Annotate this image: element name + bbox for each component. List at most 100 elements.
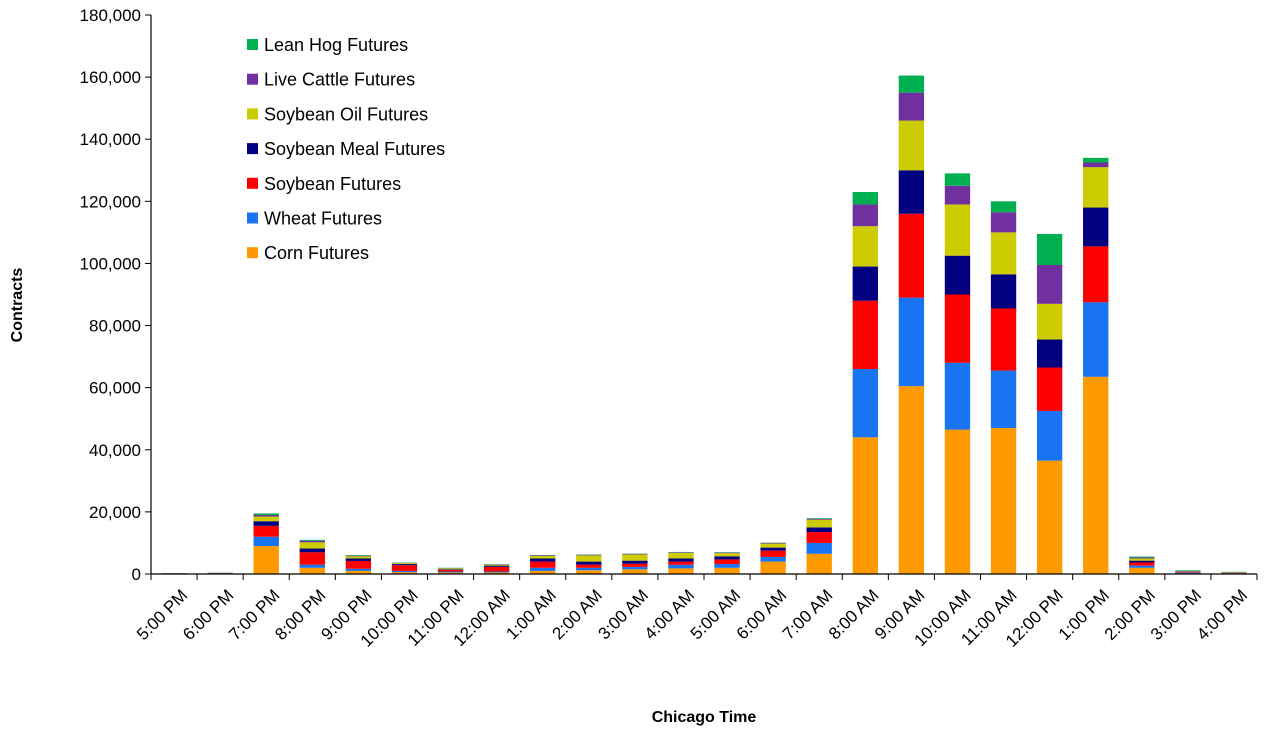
bar-soybean-oil-futures-12-00-pm bbox=[1036, 303, 1063, 340]
bar-wheat-futures-9-00-pm bbox=[345, 568, 372, 571]
bar-corn-futures-4-00-am bbox=[668, 568, 694, 574]
bar-corn-futures-10-00-am bbox=[944, 429, 971, 574]
bar-soybean-futures-2-00-pm bbox=[1129, 562, 1155, 566]
bar-live-cattle-futures-5-00-am bbox=[714, 552, 740, 554]
bar-soybean-oil-futures-7-00-am bbox=[806, 519, 832, 528]
bar-corn-futures-8-00-am bbox=[852, 437, 878, 574]
bar-soybean-futures-6-00-am bbox=[760, 550, 786, 557]
bar-lean-hog-futures-3-00-pm bbox=[1175, 570, 1201, 571]
bar-soybean-futures-8-00-pm bbox=[299, 552, 325, 565]
y-tick-label: 20,000 bbox=[89, 503, 141, 522]
bar-soybean-oil-futures-3-00-am bbox=[622, 554, 648, 561]
bar-live-cattle-futures-7-00-pm bbox=[253, 514, 279, 517]
bar-lean-hog-futures-7-00-pm bbox=[253, 513, 279, 515]
bar-soybean-oil-futures-9-00-pm bbox=[345, 556, 372, 559]
bar-soybean-meal-futures-7-00-am bbox=[806, 527, 832, 533]
bar-soybean-oil-futures-12-00-am bbox=[483, 564, 510, 566]
x-tick-label: 6:00 AM bbox=[733, 586, 791, 644]
bar-corn-futures-1-00-am bbox=[530, 570, 556, 574]
bar-live-cattle-futures-12-00-pm bbox=[1036, 265, 1063, 304]
bar-corn-futures-7-00-am bbox=[806, 553, 832, 574]
bar-soybean-meal-futures-5-00-am bbox=[714, 556, 740, 560]
legend-label: Live Cattle Futures bbox=[264, 70, 415, 90]
bar-corn-futures-3-00-am bbox=[622, 569, 648, 574]
bar-soybean-futures-7-00-pm bbox=[253, 525, 279, 537]
bar-live-cattle-futures-1-00-pm bbox=[1083, 162, 1109, 168]
bar-soybean-oil-futures-5-00-am bbox=[714, 553, 740, 557]
bar-lean-hog-futures-9-00-pm bbox=[345, 555, 372, 556]
bar-live-cattle-futures-3-00-pm bbox=[1175, 570, 1201, 572]
bar-soybean-futures-7-00-am bbox=[806, 532, 832, 543]
legend-swatch bbox=[247, 108, 258, 120]
y-tick-label: 160,000 bbox=[80, 68, 141, 87]
x-axis-title: Chicago Time bbox=[652, 709, 757, 726]
bar-soybean-meal-futures-11-00-pm bbox=[437, 569, 464, 570]
bar-corn-futures-12-00-pm bbox=[1036, 460, 1063, 574]
x-tick-label: 8:00 AM bbox=[825, 586, 883, 644]
bar-lean-hog-futures-9-00-am bbox=[898, 75, 925, 93]
bar-soybean-meal-futures-1-00-pm bbox=[1083, 207, 1109, 247]
bar-wheat-futures-12-00-am bbox=[483, 571, 510, 573]
bar-soybean-meal-futures-12-00-am bbox=[483, 565, 510, 567]
bar-wheat-futures-8-00-pm bbox=[299, 564, 325, 568]
bar-corn-futures-7-00-pm bbox=[253, 546, 279, 574]
bar-wheat-futures-7-00-am bbox=[806, 542, 832, 554]
bar-corn-futures-2-00-am bbox=[576, 570, 602, 574]
bar-wheat-futures-4-00-am bbox=[668, 564, 694, 569]
y-tick-label: 40,000 bbox=[89, 441, 141, 460]
bar-soybean-futures-11-00-pm bbox=[437, 569, 464, 572]
bar-soybean-futures-3-00-am bbox=[622, 563, 648, 567]
x-tick-label: 2:00 AM bbox=[548, 586, 606, 644]
legend-label: Lean Hog Futures bbox=[264, 35, 408, 55]
bar-soybean-oil-futures-11-00-am bbox=[990, 232, 1017, 275]
y-tick-label: 60,000 bbox=[89, 379, 141, 398]
bar-wheat-futures-6-00-am bbox=[760, 556, 786, 562]
bar-soybean-oil-futures-1-00-am bbox=[530, 555, 556, 559]
bar-wheat-futures-10-00-am bbox=[944, 362, 971, 430]
bar-wheat-futures-3-00-pm bbox=[1175, 572, 1201, 574]
legend-swatch bbox=[247, 39, 258, 50]
bar-wheat-futures-8-00-am bbox=[852, 369, 878, 438]
bar-live-cattle-futures-8-00-pm bbox=[299, 540, 325, 543]
bar-live-cattle-futures-2-00-pm bbox=[1129, 557, 1155, 559]
bar-live-cattle-futures-1-00-am bbox=[530, 555, 556, 556]
legend-swatch bbox=[247, 73, 258, 85]
bar-soybean-meal-futures-9-00-am bbox=[898, 170, 925, 214]
x-tick-label: 4:00 PM bbox=[1193, 586, 1251, 644]
x-tick-label: 4:00 AM bbox=[641, 586, 699, 644]
bar-soybean-oil-futures-4-00-am bbox=[668, 552, 694, 559]
bar-soybean-meal-futures-8-00-am bbox=[852, 266, 878, 301]
bar-soybean-oil-futures-10-00-am bbox=[944, 204, 971, 256]
legend-label: Wheat Futures bbox=[264, 209, 382, 229]
y-tick-label: 80,000 bbox=[89, 317, 141, 336]
bar-soybean-oil-futures-8-00-am bbox=[852, 226, 878, 267]
bar-soybean-futures-2-00-am bbox=[576, 564, 602, 568]
x-tick-label: 3:00 AM bbox=[595, 586, 653, 644]
legend-swatch bbox=[247, 143, 258, 155]
bar-wheat-futures-1-00-am bbox=[530, 567, 556, 571]
bar-wheat-futures-11-00-pm bbox=[437, 571, 464, 573]
bar-soybean-futures-10-00-pm bbox=[391, 565, 418, 571]
legend-label: Soybean Meal Futures bbox=[264, 139, 445, 159]
legend-label: Soybean Futures bbox=[264, 174, 401, 194]
bar-soybean-meal-futures-1-00-am bbox=[530, 558, 556, 562]
legend-label: Soybean Oil Futures bbox=[264, 104, 428, 124]
bar-soybean-oil-futures-1-00-pm bbox=[1083, 167, 1109, 208]
bar-soybean-futures-1-00-pm bbox=[1083, 246, 1109, 303]
bar-soybean-meal-futures-12-00-pm bbox=[1036, 339, 1063, 368]
bar-soybean-meal-futures-11-00-am bbox=[990, 274, 1017, 309]
bar-soybean-meal-futures-10-00-pm bbox=[391, 564, 418, 566]
bar-lean-hog-futures-8-00-pm bbox=[299, 539, 325, 541]
bar-soybean-oil-futures-7-00-pm bbox=[253, 516, 279, 522]
bar-soybean-meal-futures-9-00-pm bbox=[345, 558, 372, 561]
bar-soybean-futures-11-00-am bbox=[990, 308, 1017, 371]
bar-corn-futures-12-00-am bbox=[483, 572, 510, 574]
bar-corn-futures-8-00-pm bbox=[299, 567, 325, 574]
y-tick-label: 0 bbox=[132, 565, 141, 584]
bar-soybean-meal-futures-3-00-am bbox=[622, 560, 648, 564]
legend-swatch bbox=[247, 247, 258, 259]
bar-soybean-futures-12-00-pm bbox=[1036, 367, 1063, 411]
y-tick-label: 100,000 bbox=[80, 254, 141, 273]
bar-soybean-oil-futures-8-00-pm bbox=[299, 542, 325, 549]
